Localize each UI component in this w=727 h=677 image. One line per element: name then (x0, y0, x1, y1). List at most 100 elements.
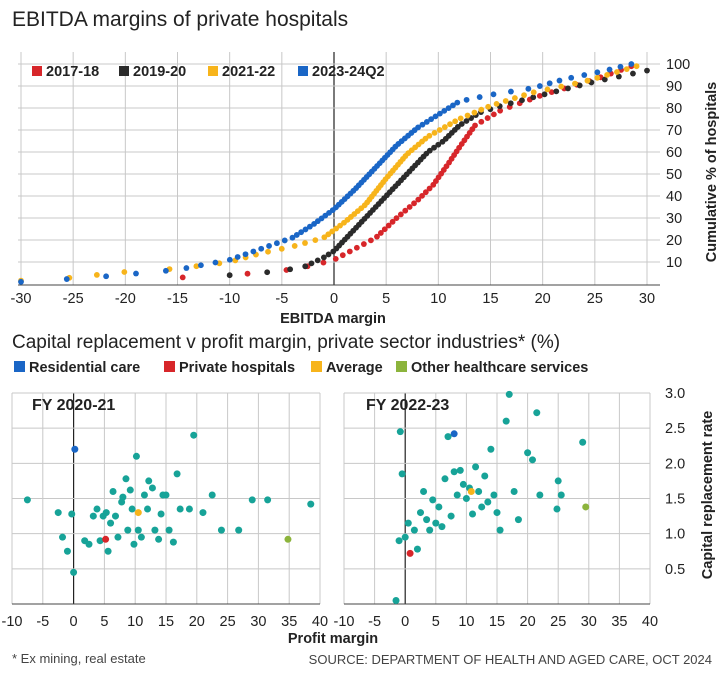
industry-point (435, 503, 443, 511)
industry-point (144, 505, 152, 513)
data-point-2019-20 (314, 257, 321, 264)
industry-point (554, 477, 562, 485)
data-point-2023-24Q2 (293, 232, 300, 238)
data-point-2023-24Q2 (617, 63, 624, 70)
data-point-2019-20 (630, 70, 636, 77)
private-hospitals-point (406, 549, 414, 557)
x-tick-label: -25 (63, 291, 84, 307)
data-point-2019-20 (308, 260, 315, 267)
legend-swatch (14, 361, 25, 372)
x-tick-label: -5 (368, 614, 381, 630)
data-point-2019-20 (320, 254, 327, 261)
data-point-2017-18 (393, 215, 400, 222)
y-tick-label: 80 (666, 101, 682, 117)
data-point-2019-20 (576, 82, 583, 89)
top-y-axis-title: Cumulative % of hospitals (704, 82, 720, 262)
data-point-2023-24Q2 (183, 265, 190, 271)
bottom-x-axis-title: Profit margin (288, 631, 378, 647)
data-point-2023-24Q2 (242, 251, 249, 258)
data-point-2019-20 (615, 73, 622, 80)
industry-point (63, 547, 71, 555)
x-tick-label: 10 (127, 614, 143, 630)
data-point-2017-18 (536, 92, 543, 99)
industry-point (496, 526, 504, 534)
data-point-2017-18 (397, 211, 404, 218)
industry-point (404, 519, 412, 527)
industry-point (145, 477, 153, 485)
x-tick-label: -15 (167, 291, 188, 307)
x-tick-label: 25 (220, 614, 236, 630)
industry-point (104, 547, 112, 555)
data-point-2019-20 (325, 251, 332, 258)
industry-point (54, 509, 62, 517)
legend-swatch (208, 66, 218, 76)
data-point-2017-18 (422, 189, 429, 196)
y-tick-label: 1.5 (665, 492, 685, 508)
y-tick-label: 10 (666, 255, 682, 271)
data-point-2019-20 (226, 272, 233, 279)
x-tick-label: 25 (587, 291, 603, 307)
data-point-2023-24Q2 (226, 256, 233, 263)
industry-point (130, 540, 138, 548)
data-point-2023-24Q2 (556, 77, 563, 84)
y-tick-label: 60 (666, 145, 682, 161)
data-point-2017-18 (402, 207, 409, 214)
industry-point (490, 491, 498, 499)
x-tick-label: -10 (219, 291, 240, 307)
data-point-2021-22 (431, 129, 438, 136)
data-point-2023-24Q2 (536, 83, 543, 89)
industry-point (96, 537, 104, 545)
y-tick-label: 1.0 (665, 527, 685, 543)
data-point-2021-22 (302, 240, 308, 246)
industry-point (132, 452, 140, 460)
industry-point (553, 505, 561, 513)
panel-title-left: FY 2020-21 (32, 397, 115, 414)
data-point-2019-20 (287, 266, 294, 273)
data-point-2023-24Q2 (281, 237, 288, 244)
x-tick-label: 30 (639, 291, 655, 307)
data-point-2017-18 (339, 252, 346, 259)
industry-point (557, 491, 565, 499)
data-point-2023-24Q2 (162, 267, 169, 274)
data-point-2023-24Q2 (250, 248, 257, 255)
industry-point (426, 526, 434, 534)
y-tick-label: 90 (666, 79, 682, 95)
industry-point (217, 526, 225, 534)
data-point-2017-18 (497, 107, 504, 114)
y-tick-label: 30 (666, 211, 682, 227)
data-point-2019-20 (553, 88, 560, 95)
data-point-2017-18 (368, 237, 374, 244)
industry-point (450, 468, 458, 476)
legend-label: 2019-20 (133, 64, 186, 80)
x-tick-label: -30 (11, 291, 32, 307)
legend-label: 2017-18 (46, 64, 99, 80)
industry-point (199, 509, 207, 517)
y-tick-label: 2.5 (665, 421, 685, 437)
data-point-2021-22 (436, 127, 443, 133)
data-point-2019-20 (458, 121, 465, 127)
x-tick-label: 10 (430, 291, 446, 307)
industry-point (423, 516, 431, 524)
industry-point (472, 463, 480, 471)
industry-point (453, 491, 461, 499)
panel-title-right: FY 2022-23 (366, 397, 449, 414)
industry-point (59, 533, 67, 541)
industry-point (401, 533, 409, 541)
data-point-2021-22 (457, 115, 464, 122)
industry-point (190, 431, 198, 439)
data-point-2023-24Q2 (441, 107, 448, 114)
industry-point (70, 568, 78, 576)
footnote: * Ex mining, real estate (12, 651, 146, 666)
other-healthcare-point (582, 503, 590, 511)
data-point-2019-20 (264, 269, 271, 276)
data-point-2021-22 (511, 95, 518, 101)
data-point-2021-22 (502, 98, 509, 104)
industry-point (208, 491, 216, 499)
industry-point (68, 510, 76, 518)
industry-point (398, 470, 406, 478)
data-point-2023-24Q2 (423, 118, 430, 125)
industry-point (444, 433, 452, 441)
data-point-2017-18 (374, 233, 380, 240)
data-point-2017-18 (320, 259, 327, 266)
